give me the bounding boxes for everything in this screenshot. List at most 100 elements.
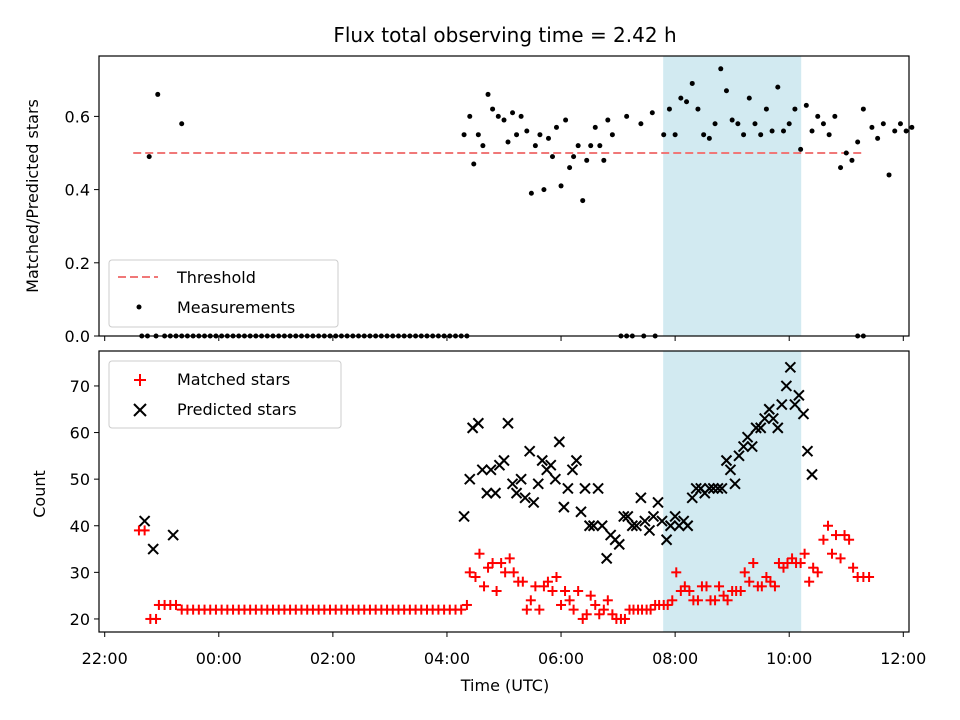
- predicted-star-point: [489, 487, 502, 499]
- ratio-panel: 0.0 0.2 0.4 0.6 Matched/Predicted stars Thr…: [23, 55, 915, 346]
- measurement-point: [649, 110, 655, 116]
- measurement-point: [886, 172, 892, 178]
- measurement-point: [678, 95, 684, 101]
- predicted-star-point: [772, 422, 784, 434]
- count-axes-frame: [98, 350, 910, 633]
- matched-star-point: [521, 604, 532, 615]
- matched-star-point: [470, 572, 481, 583]
- predicted-star-point: [754, 422, 767, 434]
- matched-star-point: [826, 548, 837, 559]
- legend-predicted-swatch: [133, 403, 147, 417]
- measurement-point: [567, 165, 573, 171]
- predicted-star-point: [536, 454, 548, 467]
- predicted-star-point: [523, 445, 536, 457]
- predicted-star-point: [758, 412, 771, 425]
- predicted-star-point: [515, 473, 527, 485]
- measurement-point: [880, 121, 886, 127]
- measurement-point: [471, 161, 477, 167]
- matched-star-point: [581, 609, 592, 620]
- measurement-point: [514, 132, 520, 138]
- xtick-label: 08:00: [652, 649, 698, 668]
- matched-star-point: [590, 599, 601, 610]
- predicted-star-point: [472, 417, 485, 429]
- predicted-star-point: [549, 473, 562, 485]
- predicted-star-point: [681, 520, 694, 532]
- predicted-star-point: [630, 520, 643, 532]
- measurement-point: [706, 135, 712, 141]
- predicted-star-point: [464, 473, 476, 485]
- predicted-star-point: [618, 510, 630, 523]
- measurement-point: [661, 132, 667, 138]
- matched-star-point: [598, 604, 609, 615]
- measurement-point: [558, 183, 564, 189]
- predicted-star-point: [481, 487, 493, 499]
- matched-star-point: [835, 553, 846, 564]
- predicted-star-point: [703, 482, 716, 495]
- measurement-point: [741, 132, 747, 138]
- measurement-point: [475, 132, 481, 138]
- predicted-star-point: [570, 454, 583, 467]
- measurement-point: [505, 139, 511, 145]
- matched-star-point: [585, 590, 596, 601]
- measurement-point: [909, 124, 915, 130]
- measurement-point: [735, 121, 741, 127]
- chart-title: Flux total observing time = 2.42 h: [333, 23, 676, 47]
- matched-star-point: [547, 585, 558, 596]
- predicted-star-point: [647, 510, 660, 523]
- predicted-star-point: [553, 436, 566, 448]
- predicted-star-point: [458, 510, 470, 523]
- count-ytick-label: 50: [70, 470, 90, 489]
- ratio-ytick-label: 0.6: [65, 107, 90, 126]
- measurement-point: [815, 113, 821, 119]
- matched-star-point: [525, 595, 536, 606]
- measurement-point: [510, 110, 516, 116]
- measurement-point: [855, 139, 861, 145]
- predicted-star-point: [686, 492, 698, 504]
- measurement-point: [518, 113, 524, 119]
- xtick-label: 06:00: [538, 649, 584, 668]
- predicted-star-point: [652, 496, 664, 509]
- xtick-label: 10:00: [766, 649, 812, 668]
- ratio-ytick-label: 0.2: [65, 254, 90, 273]
- measurement-point: [746, 95, 752, 101]
- predicted-star-point: [767, 412, 779, 425]
- predicted-star-point: [690, 482, 702, 495]
- measurement-point: [763, 106, 769, 112]
- measurement-point: [467, 113, 473, 119]
- ratio-ytick-label: 0.4: [65, 181, 90, 200]
- measurement-point: [684, 99, 690, 105]
- measurement-point: [537, 132, 543, 138]
- measurement-point: [461, 132, 467, 138]
- predicted-star-point: [729, 478, 741, 490]
- matched-star-point: [864, 572, 875, 583]
- measurement-point: [820, 121, 826, 127]
- matched-star-point: [692, 595, 703, 606]
- predicted-star-point: [147, 543, 159, 555]
- matched-star-point: [517, 576, 528, 587]
- matched-star-point: [765, 576, 776, 587]
- matched-star-point: [818, 534, 829, 545]
- xtick-label: 22:00: [82, 649, 128, 668]
- matched-star-point: [799, 548, 810, 559]
- measurement-point: [792, 106, 798, 112]
- predicted-star-point: [635, 492, 647, 504]
- legend-matched-swatch: [134, 374, 146, 386]
- measurement-point: [798, 146, 804, 152]
- predicted-star-point: [519, 492, 531, 504]
- predicted-star-point: [558, 501, 570, 513]
- measurement-point: [897, 121, 903, 127]
- predicted-star-point: [566, 464, 579, 476]
- matched-star-point: [461, 599, 472, 610]
- predicted-star-point: [579, 482, 591, 495]
- matched-star-point: [619, 613, 630, 624]
- xtick-label: 12:00: [880, 649, 926, 668]
- predicted-star-point: [737, 440, 750, 453]
- measurement-point: [495, 113, 501, 119]
- measurement-point: [532, 143, 538, 149]
- count-ylabel: Count: [30, 470, 49, 518]
- measurement-point: [781, 128, 787, 134]
- measurement-point: [485, 91, 491, 97]
- matched-star-point: [542, 576, 553, 587]
- matched-star-point: [474, 548, 485, 559]
- legend-predicted-label: Predicted stars: [177, 400, 297, 419]
